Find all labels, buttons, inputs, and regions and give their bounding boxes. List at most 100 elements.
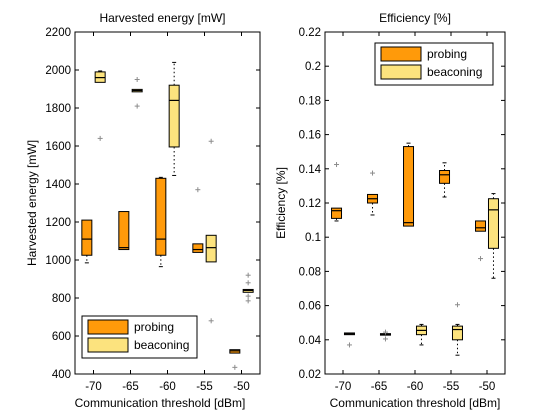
efficiency-box-body (475, 220, 487, 232)
energy-y-tick-label: 2200 (45, 27, 71, 39)
efficiency-plot-title: Efficiency [%] (379, 11, 451, 25)
efficiency-box-beaconing--50 (487, 193, 499, 279)
energy-x-tick-label: -65 (122, 381, 139, 393)
efficiency-x-axis-label: Communication threshold [dBm] (330, 396, 501, 410)
efficiency-box-beaconing--55 (451, 302, 463, 356)
energy-outlier-marker (134, 103, 140, 109)
energy-y-tick-label: 2000 (45, 65, 71, 77)
efficiency-outlier-marker (382, 329, 388, 335)
efficiency-box-body (451, 325, 463, 341)
energy-box-probing--50 (229, 349, 241, 370)
efficiency-legend-label-probing: probing (427, 47, 467, 61)
energy-box-beaconing--70 (94, 70, 106, 141)
energy-box-body (81, 219, 93, 256)
energy-outlier-marker (195, 187, 201, 193)
efficiency-box-beaconing--65 (379, 329, 391, 342)
energy-plot-area: 400 600 800 1000 1200 1400 1600 1800 2000 2200 -70… (45, 27, 261, 393)
efficiency-outlier-marker (370, 170, 376, 176)
energy-panel: Harvested energy [mW] Communication thre… (25, 11, 261, 410)
efficiency-box-body (331, 207, 343, 219)
energy-outlier-marker (245, 272, 251, 278)
energy-y-axis-label: Harvested energy [mW] (25, 140, 39, 266)
efficiency-y-tick-label: 0.18 (299, 95, 321, 107)
energy-outlier-marker (208, 318, 214, 324)
efficiency-box-body (439, 170, 451, 184)
efficiency-y-tick-label: 0.04 (299, 335, 322, 347)
energy-y-tick-label: 1000 (45, 255, 71, 267)
energy-outlier-marker (245, 293, 251, 299)
efficiency-box-probing--70 (331, 162, 343, 222)
efficiency-y-tick-label: 0.2 (305, 61, 321, 73)
energy-box-body (155, 177, 167, 256)
efficiency-y-tick-label: 0.12 (299, 198, 321, 210)
efficiency-y-tick-label: 0.1 (305, 232, 321, 244)
efficiency-box-body (403, 146, 415, 227)
energy-y-tick-label: 800 (52, 293, 71, 305)
energy-box-probing--65 (118, 211, 130, 251)
energy-outlier-marker (245, 298, 251, 304)
efficiency-y-tick-label: 0.02 (299, 369, 321, 381)
energy-plot-title: Harvested energy [mW] (99, 11, 225, 25)
energy-box-body (205, 234, 217, 263)
energy-box-beaconing--60 (168, 61, 180, 176)
energy-box-beaconing--50 (242, 272, 254, 304)
energy-box-body (192, 243, 204, 253)
efficiency-box-beaconing--60 (415, 323, 427, 346)
efficiency-outlier-marker (382, 336, 388, 342)
energy-y-tick-label: 1600 (45, 141, 71, 153)
efficiency-box-probing--65 (367, 170, 379, 216)
energy-legend-label-beaconing: beaconing (134, 338, 189, 352)
energy-y-tick-label: 600 (52, 331, 71, 343)
efficiency-legend-swatch-beaconing (380, 64, 422, 80)
energy-box-probing--70 (81, 219, 93, 264)
efficiency-outlier-marker (346, 342, 352, 348)
efficiency-y-tick-label: 0.06 (299, 301, 321, 313)
energy-x-axis-label: Communication threshold [dBm] (75, 396, 246, 410)
efficiency-legend-label-beaconing: beaconing (427, 65, 482, 79)
energy-legend: probing beaconing (81, 315, 198, 359)
energy-x-tick-label: -55 (196, 381, 213, 393)
energy-box-probing--60 (155, 176, 167, 268)
efficiency-y-tick-label: 0.22 (299, 27, 321, 39)
efficiency-legend-swatch-probing (380, 46, 422, 62)
energy-outlier-marker (245, 280, 251, 286)
efficiency-x-tick-label: -50 (479, 381, 496, 393)
energy-box-beaconing--65 (131, 77, 143, 109)
energy-y-tick-label: 1800 (45, 103, 71, 115)
energy-outlier-marker (134, 77, 140, 82)
energy-outlier-marker (97, 135, 103, 141)
energy-box-body (168, 84, 180, 148)
efficiency-box-body (487, 198, 499, 249)
energy-box-body (118, 211, 130, 251)
efficiency-panel: Efficiency [%] Communication threshold [… (274, 11, 506, 410)
efficiency-x-tick-label: -60 (407, 381, 424, 393)
efficiency-y-axis-label: Efficiency [%] (274, 167, 288, 239)
energy-y-tick-label: 1200 (45, 217, 71, 229)
efficiency-x-tick-label: -65 (371, 381, 388, 393)
energy-box-beaconing--55 (205, 138, 217, 324)
energy-outlier-marker (232, 364, 238, 370)
efficiency-y-tick-label: 0.16 (299, 130, 321, 142)
energy-x-tick-label: -60 (159, 381, 176, 393)
energy-box-probing--55 (192, 187, 204, 253)
efficiency-legend: probing beaconing (374, 42, 494, 86)
energy-y-tick-label: 1400 (45, 179, 71, 191)
efficiency-box-beaconing--70 (343, 332, 355, 348)
energy-x-tick-label: -70 (85, 381, 102, 393)
efficiency-outlier-marker (478, 256, 484, 262)
efficiency-outlier-marker (334, 162, 340, 168)
efficiency-plot-area: 0.02 0.04 0.06 0.08 0.1 0.12 0.14 0.16 0.18 0.2 0.… (299, 27, 506, 393)
efficiency-box-probing--50 (475, 220, 487, 262)
efficiency-y-tick-label: 0.14 (299, 164, 322, 176)
efficiency-x-tick-label: -55 (443, 381, 460, 393)
efficiency-box-probing--55 (439, 162, 451, 198)
efficiency-x-tick-label: -70 (335, 381, 352, 393)
energy-x-tick-label: -50 (233, 381, 250, 393)
energy-legend-swatch-probing (87, 319, 129, 335)
energy-outlier-marker (208, 138, 214, 144)
energy-legend-label-probing: probing (134, 320, 174, 334)
energy-y-tick-label: 400 (52, 369, 71, 381)
efficiency-y-tick-label: 0.08 (299, 266, 321, 278)
energy-legend-swatch-beaconing (87, 337, 129, 353)
